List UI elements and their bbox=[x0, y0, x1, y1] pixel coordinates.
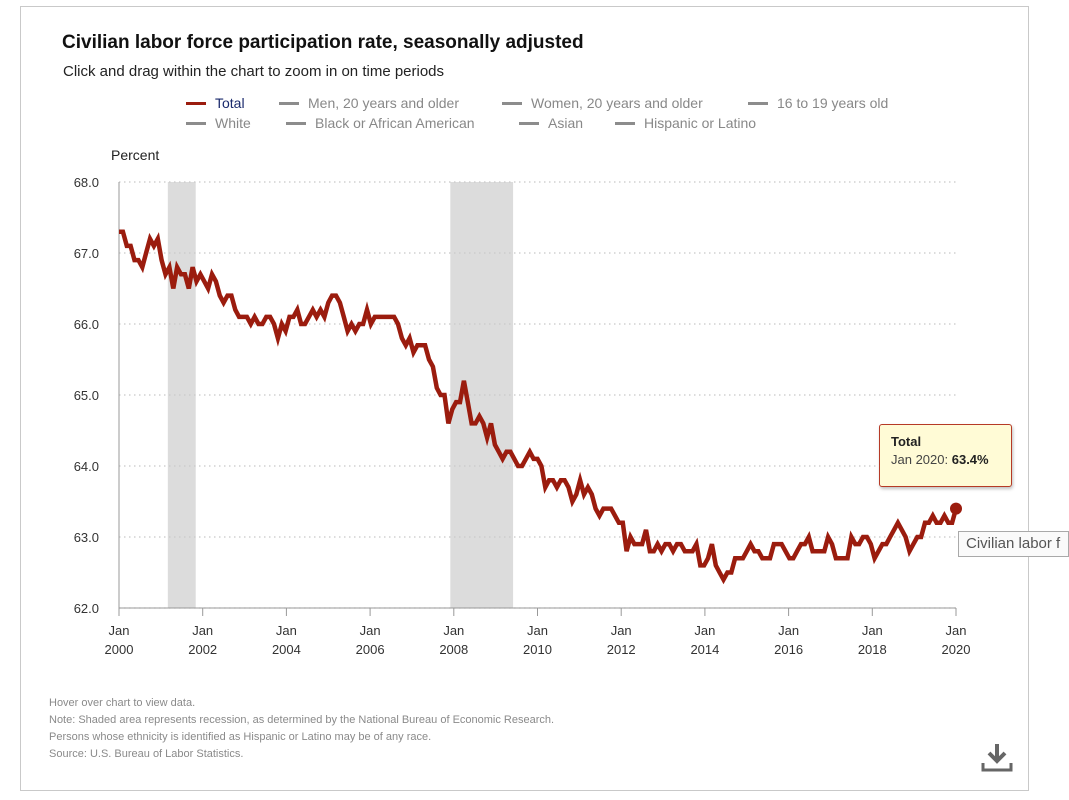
note-recession: Note: Shaded area represents recession, … bbox=[49, 714, 555, 726]
y-tick-label: 62.0 bbox=[74, 601, 99, 616]
tooltip-series: Total bbox=[891, 434, 922, 449]
x-tick-year: 2010 bbox=[523, 642, 552, 657]
legend-label: Women, 20 years and older bbox=[531, 95, 703, 111]
x-tick-month: Jan bbox=[611, 623, 632, 638]
hover-title-tooltip: Civilian labor f bbox=[958, 531, 1069, 557]
y-tick-label: 65.0 bbox=[74, 388, 99, 403]
x-tick-month: Jan bbox=[109, 623, 130, 638]
x-tick-month: Jan bbox=[192, 623, 213, 638]
legend-item-men[interactable]: Men, 20 years and older bbox=[279, 95, 459, 111]
legend-label: Hispanic or Latino bbox=[644, 115, 757, 131]
legend-line-swatch bbox=[186, 121, 206, 125]
x-tick-year: 2014 bbox=[690, 642, 719, 657]
download-icon[interactable] bbox=[980, 740, 1014, 774]
series-line-total bbox=[119, 229, 959, 585]
hover-marker-total bbox=[950, 502, 962, 515]
y-axis-label: Percent bbox=[111, 147, 159, 163]
x-tick-year: 2020 bbox=[942, 642, 971, 657]
x-tick-month: Jan bbox=[276, 623, 297, 638]
note-hover: Hover over chart to view data. bbox=[49, 697, 196, 709]
legend-item-teens[interactable]: 16 to 19 years old bbox=[748, 95, 888, 111]
y-tick-label: 68.0 bbox=[74, 175, 99, 190]
x-tick-month: Jan bbox=[862, 623, 883, 638]
legend-item-total[interactable]: Total bbox=[186, 95, 245, 111]
legend-label: Total bbox=[215, 95, 245, 111]
note-hispanic: Persons whose ethnicity is identified as… bbox=[49, 731, 432, 743]
legend-label: White bbox=[215, 115, 251, 131]
x-tick-month: Jan bbox=[443, 623, 464, 638]
legend-line-swatch bbox=[519, 121, 539, 125]
x-tick-month: Jan bbox=[694, 623, 715, 638]
legend-item-hispanic[interactable]: Hispanic or Latino bbox=[615, 115, 756, 131]
chart-title: Civilian labor force participation rate,… bbox=[62, 32, 584, 53]
x-tick-year: 2008 bbox=[439, 642, 468, 657]
tooltip-date: Jan 2020: bbox=[891, 452, 949, 467]
legend-label: Black or African American bbox=[315, 115, 475, 131]
legend-item-black[interactable]: Black or African American bbox=[286, 115, 475, 131]
x-tick-year: 2018 bbox=[858, 642, 887, 657]
legend-label: Men, 20 years and older bbox=[308, 95, 459, 111]
note-source: Source: U.S. Bureau of Labor Statistics. bbox=[49, 748, 244, 760]
series-layer bbox=[119, 229, 962, 585]
y-tick-label: 64.0 bbox=[74, 459, 99, 474]
legend-label: 16 to 19 years old bbox=[777, 95, 889, 111]
legend-line-swatch bbox=[279, 101, 299, 105]
tooltip-value: 63.4% bbox=[951, 452, 989, 467]
x-tick-labels: Jan 2000 Jan 2002 Jan 2004 Jan 2006 Jan 2008 Jan 20… bbox=[105, 608, 971, 657]
x-tick-year: 2004 bbox=[272, 642, 301, 657]
y-tick-labels: 62.0 63.0 64.0 65.0 66.0 67.0 68.0 bbox=[74, 175, 99, 616]
x-tick-year: 2000 bbox=[105, 642, 134, 657]
chart-subtitle: Click and drag within the chart to zoom … bbox=[63, 63, 445, 80]
tooltip-row: Jan 2020: 63.4% bbox=[891, 452, 1000, 467]
legend-item-white[interactable]: White bbox=[186, 115, 251, 131]
x-tick-year: 2016 bbox=[774, 642, 803, 657]
x-tick-year: 2002 bbox=[188, 642, 217, 657]
legend: Total Men, 20 years and older Women, 20 … bbox=[186, 95, 946, 135]
x-tick-year: 2012 bbox=[607, 642, 636, 657]
chart-notes: Hover over chart to view data. Note: Sha… bbox=[49, 695, 554, 763]
y-tick-label: 63.0 bbox=[74, 530, 99, 545]
legend-line-swatch bbox=[286, 121, 306, 125]
y-tick-label: 67.0 bbox=[74, 246, 99, 261]
legend-line-swatch bbox=[502, 101, 522, 105]
legend-item-women[interactable]: Women, 20 years and older bbox=[502, 95, 703, 111]
legend-item-asian[interactable]: Asian bbox=[519, 115, 583, 131]
x-tick-month: Jan bbox=[946, 623, 967, 638]
legend-label: Asian bbox=[548, 115, 584, 131]
data-tooltip: Total Jan 2020: 63.4% bbox=[879, 424, 1012, 487]
legend-row-2: White Black or African American Asian Hi… bbox=[186, 115, 946, 135]
x-tick-month: Jan bbox=[527, 623, 548, 638]
legend-line-swatch bbox=[748, 101, 768, 105]
x-tick-month: Jan bbox=[360, 623, 381, 638]
x-tick-month: Jan bbox=[778, 623, 799, 638]
recession-band bbox=[167, 182, 196, 608]
y-tick-label: 66.0 bbox=[74, 317, 99, 332]
legend-line-swatch bbox=[186, 101, 206, 105]
x-tick-year: 2006 bbox=[356, 642, 385, 657]
legend-row-1: Total Men, 20 years and older Women, 20 … bbox=[186, 95, 946, 115]
legend-line-swatch bbox=[615, 121, 635, 125]
